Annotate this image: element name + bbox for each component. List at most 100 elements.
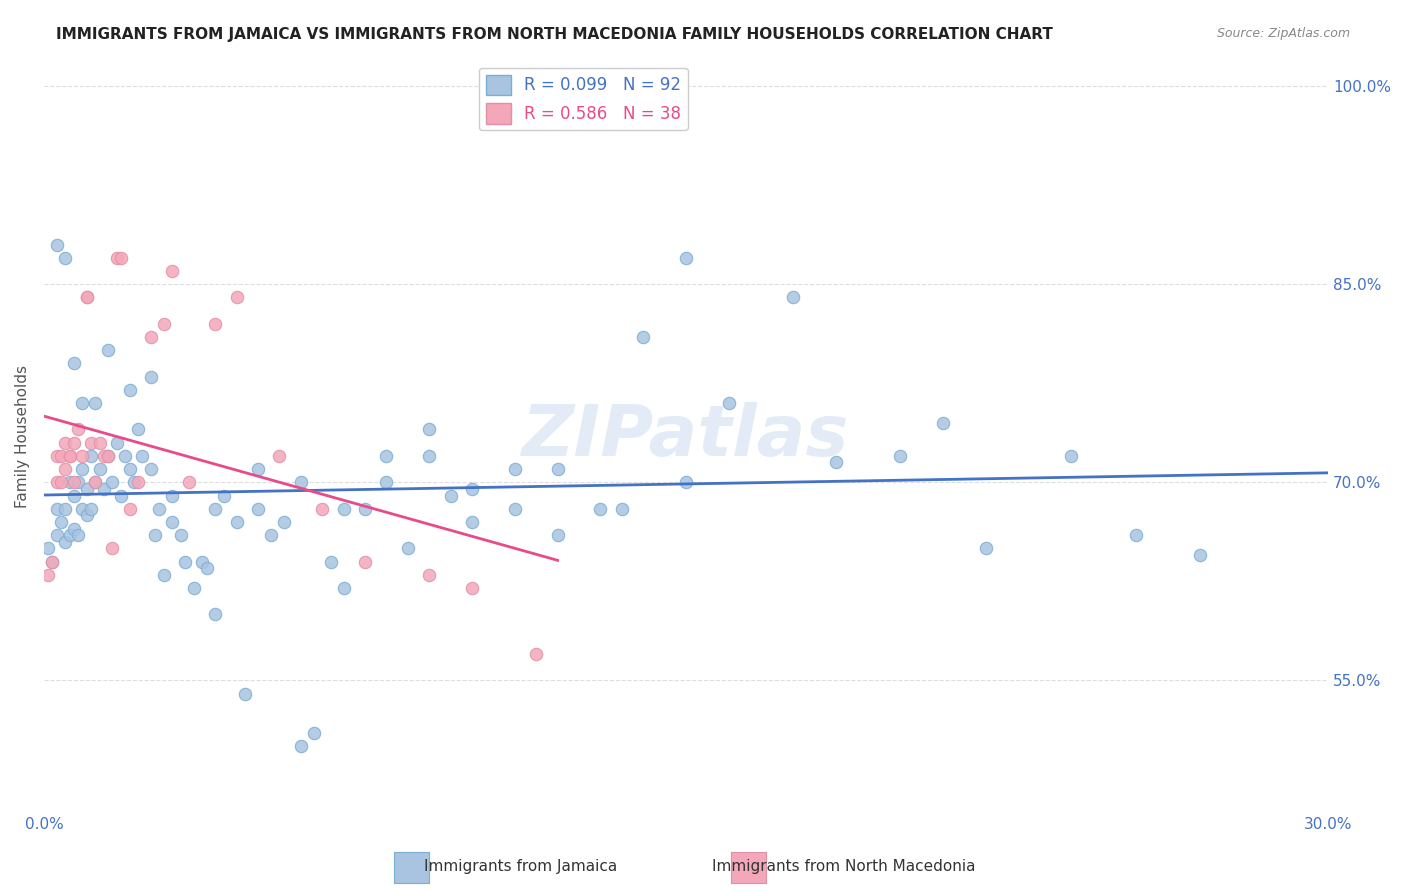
Point	[170, 528, 193, 542]
Point	[139, 462, 162, 476]
Point	[162, 489, 184, 503]
Point	[72, 449, 94, 463]
Point	[461, 581, 484, 595]
Point	[547, 528, 569, 542]
Point	[302, 726, 325, 740]
Point	[212, 489, 235, 503]
Point	[72, 462, 94, 476]
Point	[204, 317, 226, 331]
Point	[76, 482, 98, 496]
Point	[547, 462, 569, 476]
Point	[824, 455, 846, 469]
Point	[53, 534, 76, 549]
Point	[311, 501, 333, 516]
Point	[204, 501, 226, 516]
Point	[332, 581, 354, 595]
Point	[122, 475, 145, 490]
Point	[354, 501, 377, 516]
Point	[332, 501, 354, 516]
Point	[174, 555, 197, 569]
Point	[67, 475, 90, 490]
Text: Source: ZipAtlas.com: Source: ZipAtlas.com	[1216, 27, 1350, 40]
Point	[260, 528, 283, 542]
Point	[375, 475, 398, 490]
Point	[53, 251, 76, 265]
Point	[101, 541, 124, 556]
Text: IMMIGRANTS FROM JAMAICA VS IMMIGRANTS FROM NORTH MACEDONIA FAMILY HOUSEHOLDS COR: IMMIGRANTS FROM JAMAICA VS IMMIGRANTS FR…	[56, 27, 1053, 42]
Point	[139, 330, 162, 344]
Point	[127, 475, 149, 490]
Point	[53, 435, 76, 450]
Point	[524, 647, 547, 661]
Point	[76, 290, 98, 304]
Point	[503, 501, 526, 516]
Point	[290, 475, 312, 490]
Point	[152, 317, 174, 331]
Point	[418, 567, 440, 582]
Point	[67, 422, 90, 436]
Point	[97, 449, 120, 463]
Point	[63, 356, 86, 370]
Point	[131, 449, 153, 463]
Point	[63, 522, 86, 536]
Point	[37, 567, 59, 582]
Point	[118, 383, 141, 397]
Point	[84, 396, 107, 410]
Point	[396, 541, 419, 556]
Point	[418, 422, 440, 436]
Point	[974, 541, 997, 556]
Point	[80, 435, 103, 450]
Point	[375, 449, 398, 463]
Point	[110, 251, 132, 265]
Legend: R = 0.099   N = 92, R = 0.586   N = 38: R = 0.099 N = 92, R = 0.586 N = 38	[479, 68, 688, 130]
Point	[610, 501, 633, 516]
Point	[101, 475, 124, 490]
Point	[246, 501, 269, 516]
Point	[118, 462, 141, 476]
Point	[89, 462, 111, 476]
Point	[84, 475, 107, 490]
Point	[41, 555, 63, 569]
Point	[162, 264, 184, 278]
Point	[89, 435, 111, 450]
Point	[675, 251, 697, 265]
Point	[53, 462, 76, 476]
Point	[503, 462, 526, 476]
Point	[631, 330, 654, 344]
Point	[93, 449, 115, 463]
Point	[195, 561, 218, 575]
Point	[72, 396, 94, 410]
Point	[1125, 528, 1147, 542]
Y-axis label: Family Households: Family Households	[15, 365, 30, 508]
Point	[114, 449, 136, 463]
Point	[58, 528, 80, 542]
Point	[105, 435, 128, 450]
Point	[45, 449, 67, 463]
Point	[319, 555, 342, 569]
Point	[183, 581, 205, 595]
Point	[782, 290, 804, 304]
Point	[354, 555, 377, 569]
Point	[93, 482, 115, 496]
Point	[204, 607, 226, 622]
Point	[72, 501, 94, 516]
Point	[162, 515, 184, 529]
Point	[84, 475, 107, 490]
Point	[932, 416, 955, 430]
Point	[45, 528, 67, 542]
Point	[41, 555, 63, 569]
Point	[675, 475, 697, 490]
Point	[290, 739, 312, 754]
Point	[45, 237, 67, 252]
Point	[105, 251, 128, 265]
Point	[143, 528, 166, 542]
Point	[67, 528, 90, 542]
Text: ZIPatlas: ZIPatlas	[522, 401, 849, 471]
Point	[418, 449, 440, 463]
Point	[63, 489, 86, 503]
Point	[225, 515, 247, 529]
Point	[1060, 449, 1083, 463]
Point	[1188, 548, 1211, 562]
Point	[273, 515, 295, 529]
Text: Immigrants from Jamaica: Immigrants from Jamaica	[423, 859, 617, 874]
